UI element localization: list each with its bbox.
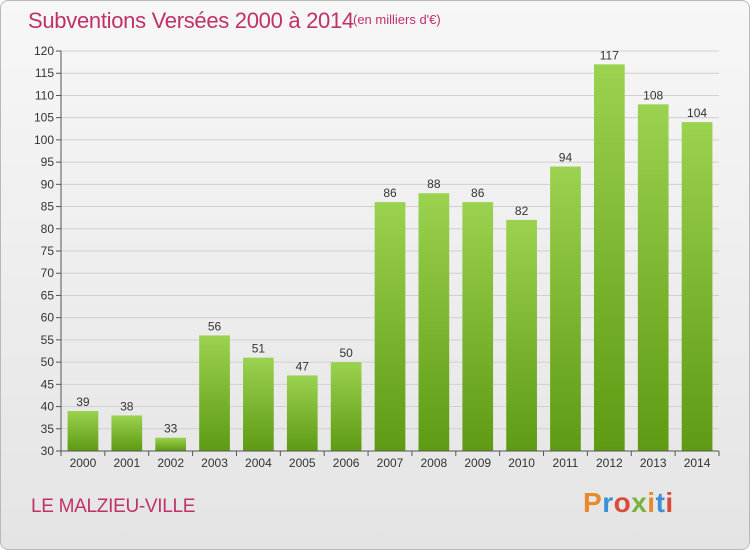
- bar-2006: [330, 362, 362, 451]
- logo-letter: i: [647, 487, 656, 518]
- x-axis: 2000 2001 2002 2003 2004 2005 2006 2007 2008 2009…: [60, 450, 720, 470]
- y-tick-label: 60: [41, 311, 55, 325]
- logo-letter: r: [602, 487, 614, 518]
- value-label-2000: 39: [76, 395, 90, 409]
- bar-2004: [243, 357, 274, 451]
- x-tick-label-2005: 2005: [289, 456, 316, 470]
- chart-subtitle: (en milliers d'€): [353, 12, 441, 27]
- y-tick-label: 35: [41, 422, 55, 436]
- x-tick-label-2012: 2012: [596, 456, 623, 470]
- value-label-2005: 47: [296, 359, 310, 373]
- x-tick-label-2003: 2003: [201, 456, 228, 470]
- y-tick-label: 55: [41, 333, 55, 347]
- y-tick-label: 120: [34, 44, 54, 58]
- logo-letter: t: [655, 487, 666, 518]
- x-tick-label-2000: 2000: [70, 456, 97, 470]
- y-tick-label: 115: [35, 66, 54, 80]
- value-label-2002: 33: [164, 422, 178, 436]
- value-label-2004: 51: [252, 342, 266, 356]
- y-tick-label: 40: [41, 400, 55, 414]
- x-tick-label-2008: 2008: [421, 456, 448, 470]
- value-label-2014: 104: [687, 106, 707, 120]
- x-tick-label-2002: 2002: [157, 456, 184, 470]
- y-tick-label: 95: [41, 155, 55, 169]
- value-label-2008: 88: [427, 177, 441, 191]
- y-tick-label: 50: [41, 355, 55, 369]
- x-tick-label-2011: 2011: [553, 456, 579, 470]
- value-label-2009: 86: [471, 186, 485, 200]
- value-label-2006: 50: [339, 346, 353, 360]
- x-tick-label-2004: 2004: [245, 456, 272, 470]
- value-label-2001: 38: [120, 399, 134, 413]
- x-tick-label-2014: 2014: [684, 456, 711, 470]
- y-tick-label: 75: [41, 244, 55, 258]
- chart-title: Subventions Versées 2000 à 2014: [28, 8, 354, 33]
- value-label-2012: 117: [600, 48, 619, 62]
- x-tick-label-2007: 2007: [377, 456, 404, 470]
- value-label-2013: 108: [643, 88, 663, 102]
- logo-letter: x: [631, 487, 648, 518]
- y-tick-label: 80: [41, 222, 55, 236]
- value-label-2007: 86: [383, 186, 397, 200]
- logo-letter: P: [583, 487, 603, 518]
- value-label-2010: 82: [515, 204, 529, 218]
- y-tick-label: 65: [41, 288, 55, 302]
- proxiti-logo: Proxiti: [583, 487, 674, 519]
- y-tick-label: 85: [41, 200, 55, 214]
- bar-2009: [462, 202, 494, 451]
- bars: 39 38 33 56 51 47 50 86 88 86 82 94 117 108 104: [67, 48, 713, 452]
- bar-2007: [374, 202, 406, 451]
- x-tick-label-2001: 2001: [113, 456, 140, 470]
- y-tick-label: 70: [41, 266, 55, 280]
- bar-2011: [550, 166, 581, 452]
- bar-2005: [286, 375, 318, 451]
- y-tick-label: 100: [34, 133, 54, 147]
- y-tick-label: 90: [41, 177, 55, 191]
- bar-2010: [506, 219, 537, 451]
- bar-2000: [67, 411, 99, 451]
- x-tick-label-2013: 2013: [640, 456, 667, 470]
- value-label-2003: 56: [208, 319, 222, 333]
- bar-2012: [593, 64, 625, 452]
- bar-2014: [681, 122, 713, 451]
- bar-2002: [155, 437, 187, 451]
- logo-letter: o: [613, 487, 632, 518]
- y-tick-label: 105: [34, 111, 54, 125]
- bar-2013: [637, 104, 669, 451]
- y-tick-label: 110: [35, 88, 54, 102]
- y-axis: 30 35 40 45 50 55 60 65 70 75 80 85 90 95 100 105 110 115…: [34, 44, 62, 458]
- bar-2001: [111, 415, 143, 451]
- bar-2003: [199, 335, 230, 451]
- x-tick-label-2010: 2010: [508, 456, 535, 470]
- y-tick-label: 30: [41, 444, 55, 458]
- bar-2008: [418, 193, 450, 451]
- commune-name: LE MALZIEU-VILLE: [31, 496, 196, 517]
- value-label-2011: 94: [559, 151, 573, 165]
- x-tick-label-2009: 2009: [464, 456, 491, 470]
- y-tick-label: 45: [41, 377, 55, 391]
- x-tick-label-2006: 2006: [333, 456, 360, 470]
- logo-letter: i: [665, 487, 674, 518]
